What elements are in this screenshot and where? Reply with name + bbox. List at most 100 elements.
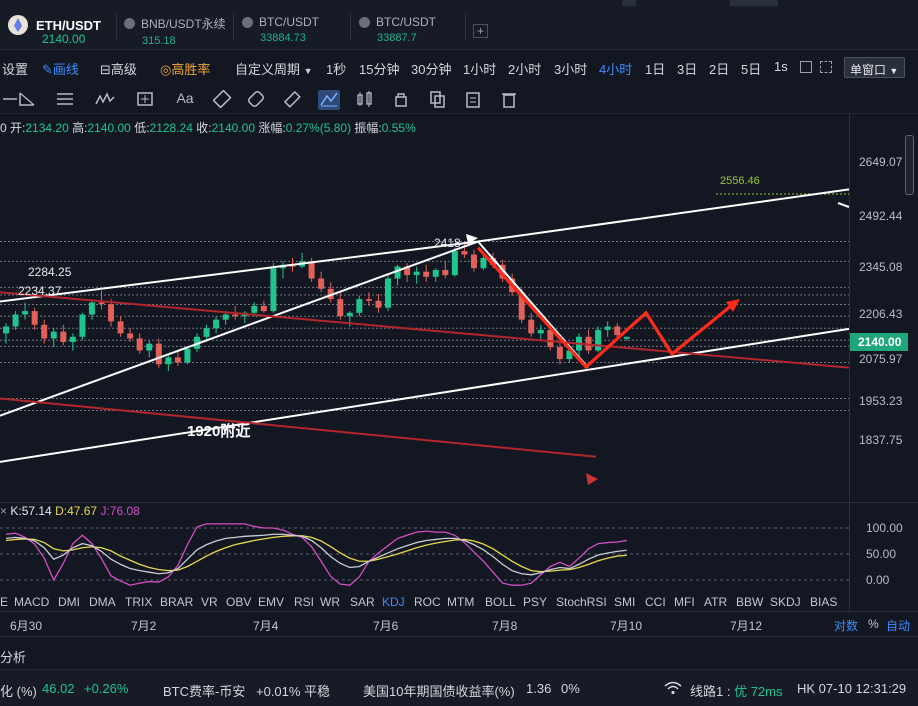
tab-btc-usdt[interactable]: BTC/USDT 33884.73 [242,0,319,50]
indicator-tab-vr[interactable]: VR [201,595,218,609]
network-line[interactable]: 线路1 : 优 72ms [690,681,782,700]
period-1s-alt[interactable]: 1s [774,59,788,74]
kdj-j-line [5,523,627,586]
period-1d[interactable]: 1日 [645,62,666,77]
candlestick-chart[interactable]: 2556.46 2418 2284.25 2234.37 1920附近 [0,114,918,502]
line-tool-icon[interactable] [0,90,22,110]
tab-bnb-usdt-perp[interactable]: BNB/USDT永续 315.18 [124,0,226,50]
kdj-j-value: J:76.08 [100,504,140,518]
text-tool-icon[interactable]: Aa [176,90,194,106]
period-2d[interactable]: 2日 [709,62,730,77]
indicator-tab-skdj[interactable]: SKDJ [770,595,801,609]
indicator-tab-rsi[interactable]: RSI [294,595,315,609]
indicator-tab-emv[interactable]: EMV [258,595,285,609]
indicator-tab-atr[interactable]: ATR [704,595,728,609]
indicator-tab-e[interactable]: E [0,595,9,609]
candle-body [346,312,353,317]
indicator-tab-stochrsi[interactable]: StochRSI [556,595,607,609]
edge-mark [837,202,850,208]
indicator-tab-brar[interactable]: BRAR [160,595,194,609]
indicator-tab-bbw[interactable]: BBW [736,595,764,609]
angle-tool-icon[interactable] [16,90,38,110]
top-control[interactable] [622,0,636,6]
kdj-tick-label: 50.00 [866,547,897,561]
parallel-lines-icon[interactable] [54,90,76,110]
copy-icon[interactable] [426,90,448,110]
magnet-tool-icon[interactable] [246,90,268,110]
indicator-tab-cci[interactable]: CCI [645,595,666,609]
tab-btc-usdt-2[interactable]: BTC/USDT 33887.7 [359,0,436,50]
period-2h[interactable]: 2小时 [508,62,542,77]
period-toolbar: 设置 ✎画线 ⊟高级 ◎高胜率 自定义周期 ▼ 1秒 15分钟 30分钟 1小时… [0,54,918,80]
indicator-tab-bias[interactable]: BIAS [810,595,838,609]
kdj-legend: × K:57.14 D:47.67 J:76.08 [0,504,140,518]
period-4h[interactable]: 4小时 [599,62,633,77]
period-5d[interactable]: 5日 [741,62,762,77]
indicator-tab-roc[interactable]: ROC [414,595,441,609]
candle-settings-icon[interactable] [354,90,376,110]
fullscreen-icon[interactable] [820,61,832,73]
candle-body [404,266,411,276]
advanced-button[interactable]: ⊟高级 [100,59,137,78]
indicator-tab-wr[interactable]: WR [320,595,340,609]
indicator-tab-sar[interactable]: SAR [350,595,375,609]
close-icon[interactable]: × [0,504,8,518]
price-tick-label: 2649.07 [859,155,903,170]
indicator-tab-trix[interactable]: TRIX [125,595,153,609]
candle-body [22,311,29,315]
level-annotation: 2284.25 [28,265,72,279]
percent-scale-toggle[interactable]: % [868,617,879,631]
tab-eth-usdt[interactable]: ETH/USDT 2140.00 [8,0,101,50]
candle-body [356,299,363,313]
win-rate-button[interactable]: ◎高胜率 [160,59,210,78]
period-30m[interactable]: 30分钟 [411,62,452,77]
candle-body [222,314,229,320]
period-3h[interactable]: 3小时 [554,62,588,77]
layout-icon[interactable] [800,61,812,73]
indicator-tab-obv[interactable]: OBV [226,595,252,609]
candle-body [318,278,325,289]
pane-divider[interactable] [0,502,918,503]
date-tick-label: 7月12 [730,619,763,633]
trend-draw-tool-icon[interactable] [318,90,340,110]
price-tick-label: 2492.44 [859,208,903,223]
period-1h[interactable]: 1小时 [463,62,497,77]
indicator-tab-macd[interactable]: MACD [14,595,50,609]
ruler-tool-icon[interactable] [212,89,234,110]
indicator-tab-kdj[interactable]: KDJ [382,595,405,609]
lock-icon[interactable] [390,90,412,110]
kdj-chart[interactable] [0,503,918,594]
log-scale-toggle[interactable]: 对数 [834,619,859,633]
period-1s[interactable]: 1秒 [326,62,347,77]
settings-button[interactable]: 设置 [2,62,29,77]
indicator-tab-psy[interactable]: PSY [523,595,548,609]
custom-period-dropdown[interactable]: 自定义周期 ▼ [235,59,313,78]
wave-tool-icon[interactable] [94,90,116,110]
window-mode-dropdown[interactable]: 单窗口 ▼ [844,57,905,78]
trash-icon[interactable] [498,90,520,110]
add-tab-button[interactable]: + [473,24,488,38]
eraser-tool-icon[interactable] [282,90,304,110]
analysis-panel[interactable]: 分析 [0,636,918,668]
period-3d[interactable]: 3日 [677,62,698,77]
candle-body [308,261,315,279]
indicator-tab-dmi[interactable]: DMI [58,595,80,609]
indicator-tab-dma[interactable]: DMA [89,595,116,609]
target-icon: ◎ [160,62,172,77]
indicator-tab-smi[interactable]: SMI [614,595,636,609]
candle-body [136,338,143,351]
indicator-tab-mtm[interactable]: MTM [447,595,475,609]
price-scrollbar[interactable] [905,135,914,195]
clipboard-icon[interactable] [462,90,484,110]
indicator-tab-mfi[interactable]: MFI [674,595,695,609]
indicator-tab-boll[interactable]: BOLL [485,595,516,609]
measure-tool-icon[interactable] [134,90,156,110]
ohlc-prefix: 0 [0,121,7,135]
draw-line-button[interactable]: ✎画线 [42,59,79,78]
auto-scale-toggle[interactable]: 自动 [886,619,911,633]
candle-body [432,269,439,277]
date-tick-label: 6月30 [10,619,43,633]
top-control[interactable] [730,0,778,6]
candle-body [260,305,267,312]
period-15m[interactable]: 15分钟 [359,62,400,77]
